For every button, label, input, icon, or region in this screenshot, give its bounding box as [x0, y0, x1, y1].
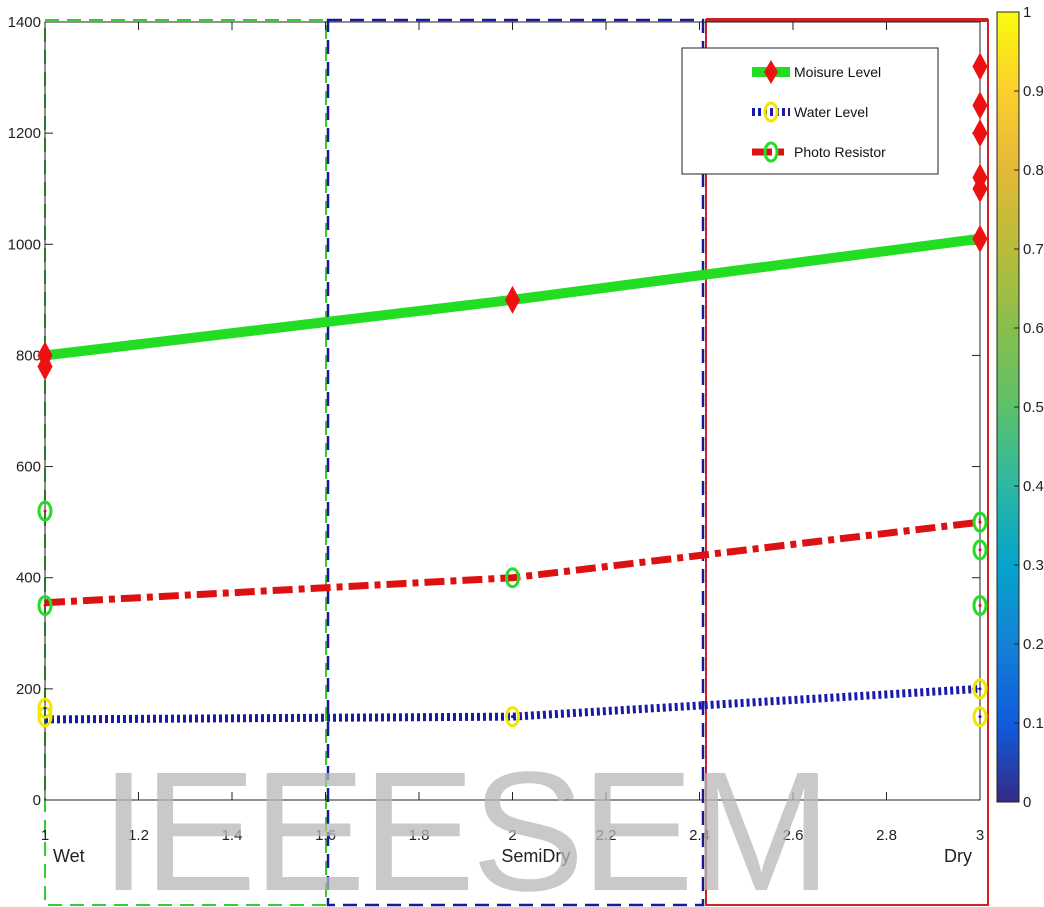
x-tick-label: 2 — [508, 827, 516, 844]
legend-marker — [763, 101, 779, 123]
data-point-center — [43, 706, 47, 710]
legend: Moisure Level Water Level Photo Resistor — [681, 47, 939, 175]
x-tick-label: 1.8 — [409, 827, 430, 844]
data-point-center — [43, 604, 47, 607]
data-point-center — [978, 604, 982, 607]
x-tick-label: 3 — [976, 827, 984, 844]
y-tick-label: 400 — [16, 570, 41, 587]
data-point — [972, 595, 988, 616]
data-point — [972, 91, 988, 120]
data-point — [37, 697, 53, 719]
y-tick-label: 600 — [16, 459, 41, 476]
y-tick-label: 1000 — [8, 236, 41, 253]
region-label: Dry — [944, 846, 972, 866]
data-point — [504, 285, 521, 314]
data-point — [972, 163, 988, 192]
data-point — [972, 52, 988, 81]
data-point — [972, 511, 988, 533]
x-tick-label: 2.2 — [596, 827, 617, 844]
legend-label: Moisure Level — [794, 64, 881, 80]
colorbar-tick-label: 0.6 — [1023, 320, 1044, 337]
colorbar-tick-label: 0.2 — [1023, 636, 1044, 653]
colorbar-tick-label: 0.7 — [1023, 241, 1044, 258]
region-label: Wet — [53, 846, 85, 866]
legend-box — [681, 47, 939, 175]
legend-marker — [764, 60, 778, 84]
colorbar-tick-label: 0.5 — [1023, 399, 1044, 416]
regions-layer: Wet SemiDry Dry — [44, 18, 989, 907]
data-point — [37, 500, 53, 522]
region-box — [44, 19, 327, 906]
region-label: SemiDry — [501, 846, 570, 866]
data-point-center — [43, 509, 47, 513]
data-point-center — [511, 715, 514, 719]
data-point — [505, 567, 520, 589]
data-point-center — [978, 548, 982, 552]
y-tick-label: 1200 — [8, 125, 41, 142]
legend-marker — [763, 141, 779, 163]
data-point-center — [511, 576, 514, 580]
data-point — [972, 224, 988, 253]
data-point-center — [978, 687, 982, 691]
data-point — [37, 352, 53, 381]
y-tick-label: 0 — [33, 792, 41, 809]
colorbar-tick-label: 0.4 — [1023, 478, 1044, 495]
data-point — [505, 706, 520, 728]
x-tick-label: 1.6 — [315, 827, 336, 844]
watermark: IEEESEM — [100, 737, 828, 907]
data-point — [972, 119, 988, 148]
data-point-center — [978, 715, 982, 719]
x-tick-label: 2.8 — [876, 827, 897, 844]
series-layer — [37, 52, 988, 728]
axes-layer: 1 1.2 1.4 1.6 1.8 2 2.2 2.4 2.6 2.8 3 0 200 400 600 800… — [8, 14, 985, 844]
data-point-center — [978, 520, 982, 524]
data-point — [972, 678, 988, 700]
colorbar-tick-label: 0.9 — [1023, 83, 1044, 100]
x-tick-label: 1.2 — [128, 827, 149, 844]
series-line — [44, 684, 981, 724]
x-tick-label: 2.6 — [783, 827, 804, 844]
legend-label: Water Level — [794, 104, 868, 120]
y-tick-label: 200 — [16, 681, 41, 698]
x-tick-label: 1.4 — [222, 827, 243, 844]
data-point — [972, 539, 988, 561]
colorbar: 0 0.1 0.2 0.3 0.4 0.5 0.6 0.7 0.8 0.9 1 — [996, 4, 1044, 811]
x-tick-label: 2.4 — [689, 827, 710, 844]
x-tick-label: 1 — [41, 827, 49, 844]
colorbar-tick-label: 0.1 — [1023, 715, 1044, 732]
colorbar-tick-label: 0.8 — [1023, 162, 1044, 179]
data-point — [972, 706, 988, 728]
y-tick-label: 1400 — [8, 14, 41, 31]
colorbar-tick-label: 0.3 — [1023, 557, 1044, 574]
region-box — [326, 18, 705, 907]
y-tick-label: 800 — [16, 347, 41, 364]
data-point — [37, 595, 53, 616]
colorbar-tick-label: 0 — [1023, 794, 1031, 811]
legend-label: Photo Resistor — [794, 144, 886, 160]
series-line — [44, 518, 981, 607]
colorbar-tick-label: 1 — [1023, 4, 1031, 21]
